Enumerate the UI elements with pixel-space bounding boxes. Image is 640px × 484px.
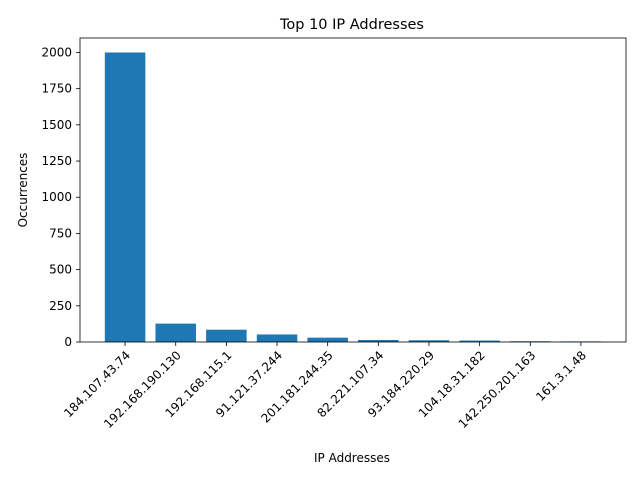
bar-5 xyxy=(307,337,348,342)
bar-6 xyxy=(358,339,399,342)
x-axis-label: IP Addresses xyxy=(314,451,390,465)
bar-4 xyxy=(256,334,298,342)
y-tick-label: 2000 xyxy=(41,45,72,59)
bar-2 xyxy=(155,323,196,342)
y-axis-ticks: 0 250 500 750 1000 1250 1500 1750 2000 xyxy=(41,45,80,349)
y-tick-label: 1750 xyxy=(41,82,72,96)
bar-8 xyxy=(459,340,500,342)
y-tick-label: 750 xyxy=(49,226,72,240)
y-tick-label: 1250 xyxy=(41,154,72,168)
y-tick-label: 1500 xyxy=(41,118,72,132)
bar-7 xyxy=(408,340,450,342)
y-tick-label: 1000 xyxy=(41,190,72,204)
y-tick-label: 500 xyxy=(49,263,72,277)
y-tick-label: 250 xyxy=(49,299,72,313)
plot-frame xyxy=(79,37,627,343)
y-tick-label: 0 xyxy=(64,335,72,349)
bar-1 xyxy=(104,52,146,342)
chart-title: Top 10 IP Addresses xyxy=(279,17,424,33)
y-axis-label: Occurrences xyxy=(16,153,30,228)
bar-3 xyxy=(206,329,247,342)
